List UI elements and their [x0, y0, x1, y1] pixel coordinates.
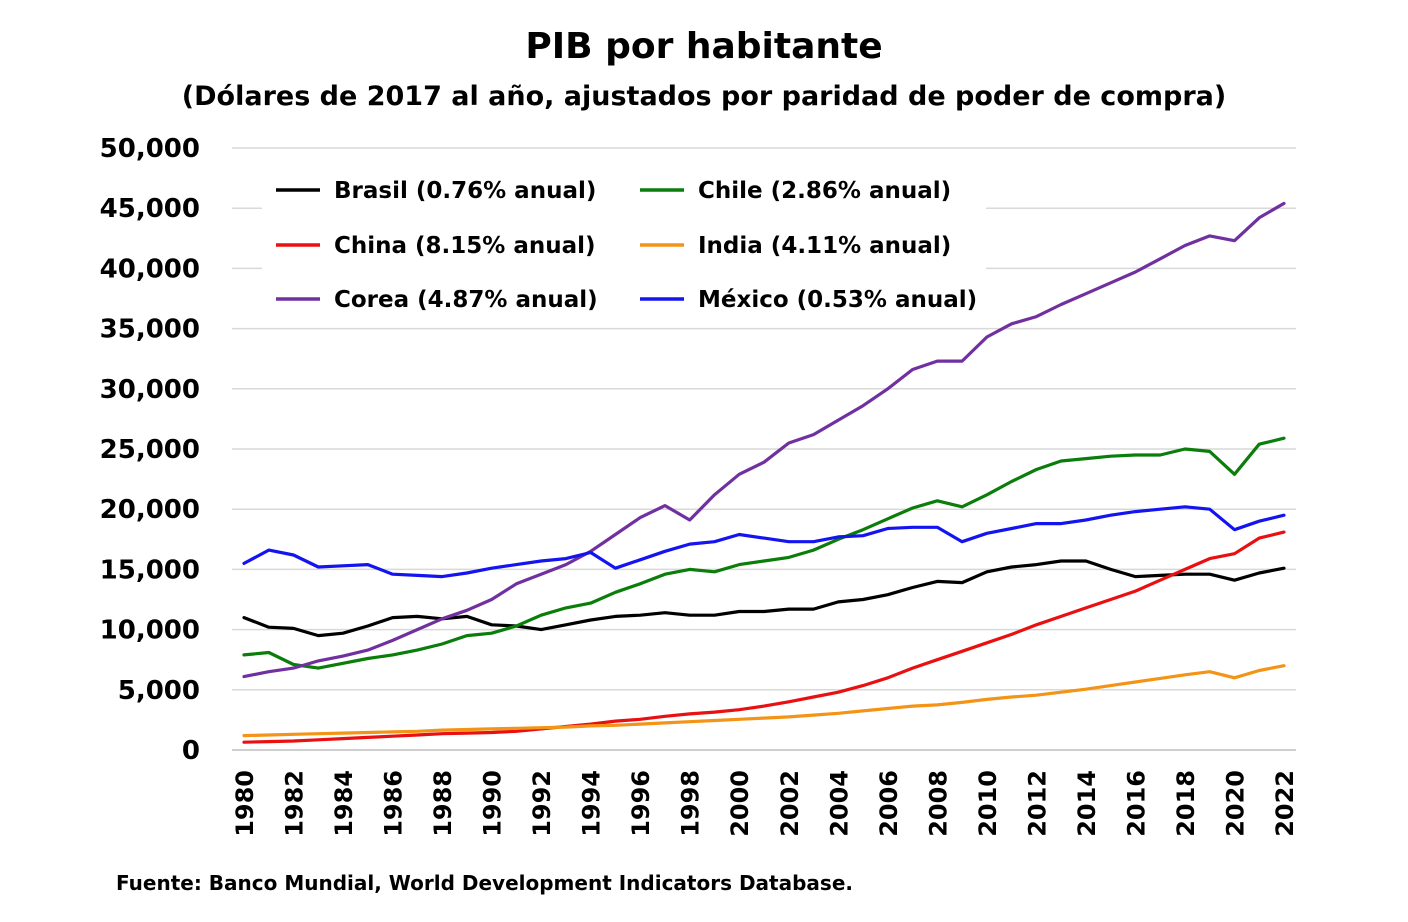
y-axis-ticks: 0 5,000 10,000 15,000 20,000 25,000 30,000 35,0…	[100, 134, 200, 766]
x-tick-label: 1982	[281, 770, 309, 837]
y-tick-label: 10,000	[100, 616, 200, 646]
x-tick-label: 2008	[924, 770, 952, 837]
x-tick-label: 1992	[528, 770, 556, 837]
legend-label-3: India (4.11% anual)	[698, 233, 951, 259]
series-line-3	[242, 664, 1286, 738]
x-tick-label: 1980	[231, 770, 259, 837]
y-tick-label: 50,000	[100, 134, 200, 164]
legend: Brasil (0.76% anual) Chile (2.86% anual) C…	[262, 166, 986, 326]
legend-label-5: México (0.53% anual)	[698, 287, 977, 313]
x-axis-ticks: 1980 1982 1984 1986 1988 1990 1992 1994 1996 1998…	[231, 770, 1299, 837]
x-tick-label: 1984	[330, 770, 358, 837]
y-tick-label: 45,000	[100, 194, 200, 224]
chart-subtitle: (Dólares de 2017 al año, ajustados por p…	[182, 81, 1226, 112]
x-tick-label: 1998	[677, 770, 705, 837]
x-tick-label: 2022	[1271, 770, 1299, 837]
series-line-0	[242, 559, 1286, 638]
legend-label-2: China (8.15% anual)	[334, 233, 596, 259]
y-tick-label: 30,000	[100, 375, 200, 405]
source-note: Fuente: Banco Mundial, World Development…	[116, 871, 853, 895]
legend-label-4: Corea (4.87% anual)	[334, 287, 598, 313]
series-line-2	[242, 530, 1286, 744]
x-tick-label: 1996	[627, 770, 655, 837]
x-tick-label: 2010	[974, 770, 1002, 837]
x-tick-label: 1994	[578, 770, 606, 837]
x-tick-label: 2004	[825, 770, 853, 837]
legend-label-0: Brasil (0.76% anual)	[334, 178, 596, 204]
y-tick-label: 20,000	[100, 495, 200, 525]
x-tick-label: 2006	[875, 770, 903, 837]
x-tick-label: 2012	[1023, 770, 1051, 837]
x-tick-label: 2016	[1122, 770, 1150, 837]
x-tick-label: 2020	[1221, 770, 1249, 837]
series-line-5	[242, 505, 1286, 579]
legend-label-1: Chile (2.86% anual)	[698, 178, 951, 204]
series-line-4	[242, 201, 1286, 679]
x-tick-label: 1988	[429, 770, 457, 837]
series-lines	[242, 201, 1286, 744]
series-line-1	[242, 436, 1286, 670]
y-tick-label: 0	[182, 736, 200, 766]
y-tick-label: 5,000	[118, 676, 200, 706]
y-tick-label: 15,000	[100, 555, 200, 585]
x-tick-label: 2000	[726, 770, 754, 837]
y-tick-label: 35,000	[100, 315, 200, 345]
legend-background	[262, 166, 986, 326]
y-tick-label: 40,000	[100, 254, 200, 284]
x-tick-label: 1990	[479, 770, 507, 837]
y-tick-label: 25,000	[100, 435, 200, 465]
x-tick-label: 2018	[1172, 770, 1200, 837]
x-tick-label: 2002	[776, 770, 804, 837]
x-tick-label: 2014	[1073, 770, 1101, 837]
x-tick-label: 1986	[380, 770, 408, 837]
chart-title: PIB por habitante	[525, 26, 882, 67]
